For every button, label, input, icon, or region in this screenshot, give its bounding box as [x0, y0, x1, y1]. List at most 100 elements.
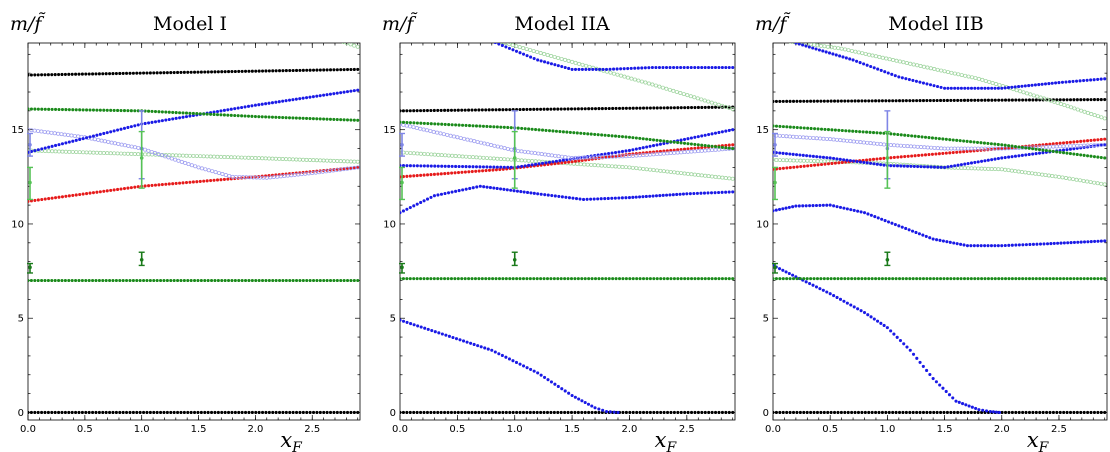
data-point	[66, 133, 71, 137]
data-point	[1034, 410, 1038, 415]
data-point	[635, 277, 639, 281]
error-bar	[27, 166, 33, 201]
data-point	[28, 278, 30, 283]
data-point	[1031, 93, 1036, 98]
data-point	[167, 110, 171, 114]
data-point	[884, 56, 889, 61]
data-point	[543, 60, 547, 64]
data-point	[491, 156, 496, 161]
data-point	[281, 278, 285, 283]
data-point	[966, 86, 970, 90]
data-point	[948, 151, 952, 155]
data-point	[973, 76, 978, 81]
data-point	[902, 164, 906, 168]
data-point	[693, 277, 697, 281]
data-point	[191, 180, 195, 184]
data-point	[912, 144, 917, 149]
data-point	[150, 120, 154, 124]
data-point	[1033, 83, 1037, 87]
data-point	[889, 164, 893, 168]
data-point	[785, 99, 789, 103]
data-point	[494, 410, 498, 415]
data-point	[237, 69, 241, 73]
data-point	[533, 159, 538, 164]
data-point	[961, 402, 965, 406]
data-point	[179, 278, 183, 283]
data-point	[203, 70, 207, 74]
data-point	[811, 204, 815, 208]
data-point	[274, 100, 278, 104]
data-point	[797, 135, 802, 140]
data-point	[183, 161, 188, 165]
data-point	[463, 410, 467, 415]
data-point	[1065, 104, 1070, 109]
data-point	[227, 278, 231, 283]
data-point	[1003, 277, 1008, 281]
data-point	[545, 53, 550, 57]
data-point	[644, 194, 648, 199]
data-point	[538, 51, 543, 55]
data-point	[152, 410, 156, 415]
data-point	[610, 164, 615, 169]
data-point	[809, 126, 813, 130]
data-point	[521, 46, 526, 51]
data-point	[874, 54, 878, 59]
data-point	[431, 129, 436, 134]
data-point	[501, 410, 505, 415]
data-point	[653, 83, 658, 88]
data-point	[524, 47, 529, 52]
data-point	[943, 86, 947, 90]
data-point	[575, 131, 579, 135]
data-point	[114, 278, 118, 283]
data-point	[566, 155, 571, 160]
data-point	[686, 65, 690, 70]
data-point	[693, 65, 697, 70]
data-point	[628, 106, 632, 110]
data-point	[833, 161, 837, 165]
data-point	[515, 189, 519, 193]
data-point	[787, 205, 791, 209]
data-point	[422, 109, 426, 113]
data-point	[949, 277, 953, 281]
data-point	[869, 161, 873, 165]
data-point	[1079, 108, 1084, 113]
data-point	[868, 130, 872, 134]
data-point	[489, 143, 494, 147]
data-point	[911, 78, 915, 82]
data-point	[491, 108, 495, 112]
data-point	[292, 172, 297, 177]
data-point	[809, 410, 813, 415]
data-point	[655, 168, 659, 173]
data-point	[202, 179, 206, 183]
data-point	[987, 79, 992, 84]
data-point	[415, 109, 419, 113]
data-point	[614, 150, 618, 155]
data-point	[1062, 241, 1066, 245]
data-point	[405, 207, 409, 211]
data-point	[57, 278, 61, 283]
data-point	[573, 410, 577, 415]
data-point	[700, 146, 704, 150]
data-point	[983, 166, 987, 171]
data-point	[867, 99, 871, 103]
data-point	[553, 162, 557, 166]
data-point	[176, 158, 181, 163]
data-point	[855, 139, 860, 144]
data-point	[621, 410, 625, 415]
data-point	[925, 65, 930, 70]
data-point	[567, 391, 571, 395]
data-point	[838, 157, 842, 161]
data-point	[356, 118, 360, 122]
data-point	[481, 169, 485, 173]
data-point	[171, 110, 175, 114]
data-point	[342, 68, 346, 72]
data-point	[322, 278, 326, 283]
data-point	[209, 179, 213, 183]
data-point	[941, 386, 945, 390]
data-point	[922, 165, 926, 169]
data-point	[530, 159, 535, 163]
data-point	[181, 115, 185, 119]
data-point	[882, 142, 886, 147]
data-point	[791, 205, 795, 209]
data-point	[713, 101, 718, 106]
